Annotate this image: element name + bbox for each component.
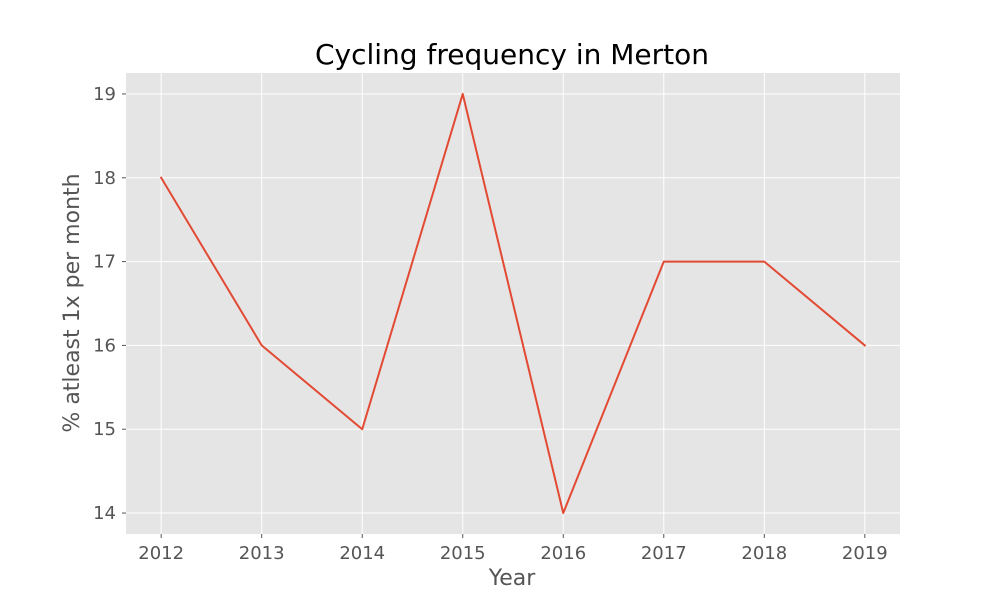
x-axis-label: Year — [488, 566, 537, 591]
y-tick-label: 19 — [93, 84, 116, 105]
grid — [126, 73, 900, 534]
x-tick-label: 2013 — [239, 543, 285, 564]
series-layer — [159, 92, 867, 515]
data-point — [562, 512, 564, 514]
data-point — [663, 261, 665, 263]
x-tick-label: 2019 — [842, 543, 888, 564]
data-point — [160, 177, 162, 179]
data-point — [261, 344, 263, 346]
x-axis-ticks: 2012 2013 2014 2015 2016 2017 2018 2019 — [138, 534, 888, 564]
y-tick-label: 16 — [93, 335, 116, 356]
y-tick-label: 18 — [93, 168, 116, 189]
x-tick-label: 2012 — [138, 543, 184, 564]
data-point — [763, 261, 765, 263]
x-tick-label: 2017 — [641, 543, 687, 564]
x-tick-label: 2016 — [540, 543, 586, 564]
y-axis-ticks: 14 15 16 17 18 19 — [93, 84, 126, 524]
data-point — [361, 428, 363, 430]
data-point — [864, 344, 866, 346]
y-tick-label: 15 — [93, 419, 116, 440]
series-line — [159, 92, 867, 515]
y-axis-label: % atleast 1x per month — [60, 173, 85, 432]
x-tick-label: 2014 — [339, 543, 385, 564]
x-tick-label: 2018 — [741, 543, 787, 564]
data-point — [462, 93, 464, 95]
y-tick-label: 17 — [93, 252, 116, 273]
y-tick-label: 14 — [93, 503, 116, 524]
chart-title: Cycling frequency in Merton — [315, 38, 709, 71]
x-tick-label: 2015 — [440, 543, 486, 564]
